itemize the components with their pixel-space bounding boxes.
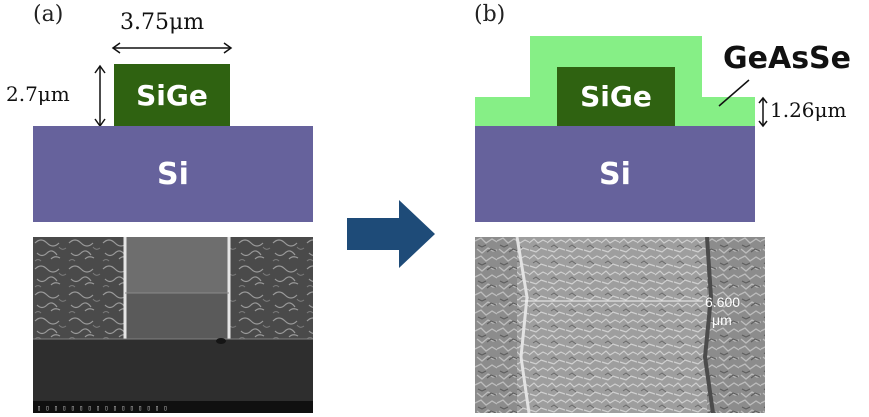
- sem-image-b: 6.600 μm: [475, 237, 765, 413]
- thickness-dimension-arrow: [756, 96, 770, 128]
- sem-b-measure-unit: μm: [712, 312, 732, 328]
- si-substrate-b-label: Si: [599, 157, 631, 192]
- height-label: 2.7μm: [6, 82, 70, 106]
- sem-a-footer: ▯ ▯ ▯ ▯ ▯ ▯ ▯ ▯ ▯ ▯ ▯ ▯ ▯ ▯ ▯ ▯: [37, 404, 168, 412]
- sem-b-measure-value: 6.600: [705, 294, 740, 310]
- transition-arrow-icon: [347, 200, 437, 268]
- geasse-leader-line: [716, 78, 752, 108]
- sem-image-a: ▯ ▯ ▯ ▯ ▯ ▯ ▯ ▯ ▯ ▯ ▯ ▯ ▯ ▯ ▯ ▯: [33, 237, 313, 413]
- si-substrate-a-label: Si: [157, 157, 189, 192]
- si-substrate-a: Si: [33, 126, 313, 222]
- sige-ridge-b: SiGe: [557, 67, 675, 126]
- panel-a-label: (a): [33, 2, 63, 27]
- sige-ridge-a: SiGe: [114, 64, 230, 126]
- si-substrate-b: Si: [475, 126, 755, 222]
- panel-b-label: (b): [474, 2, 505, 27]
- width-dimension-arrow: [110, 40, 234, 56]
- sige-ridge-a-label: SiGe: [136, 79, 208, 112]
- sige-ridge-b-label: SiGe: [580, 80, 652, 113]
- thickness-label: 1.26μm: [770, 98, 847, 122]
- width-label: 3.75μm: [120, 10, 204, 35]
- geasse-label: GeAsSe: [723, 41, 851, 76]
- height-dimension-arrow: [92, 64, 108, 128]
